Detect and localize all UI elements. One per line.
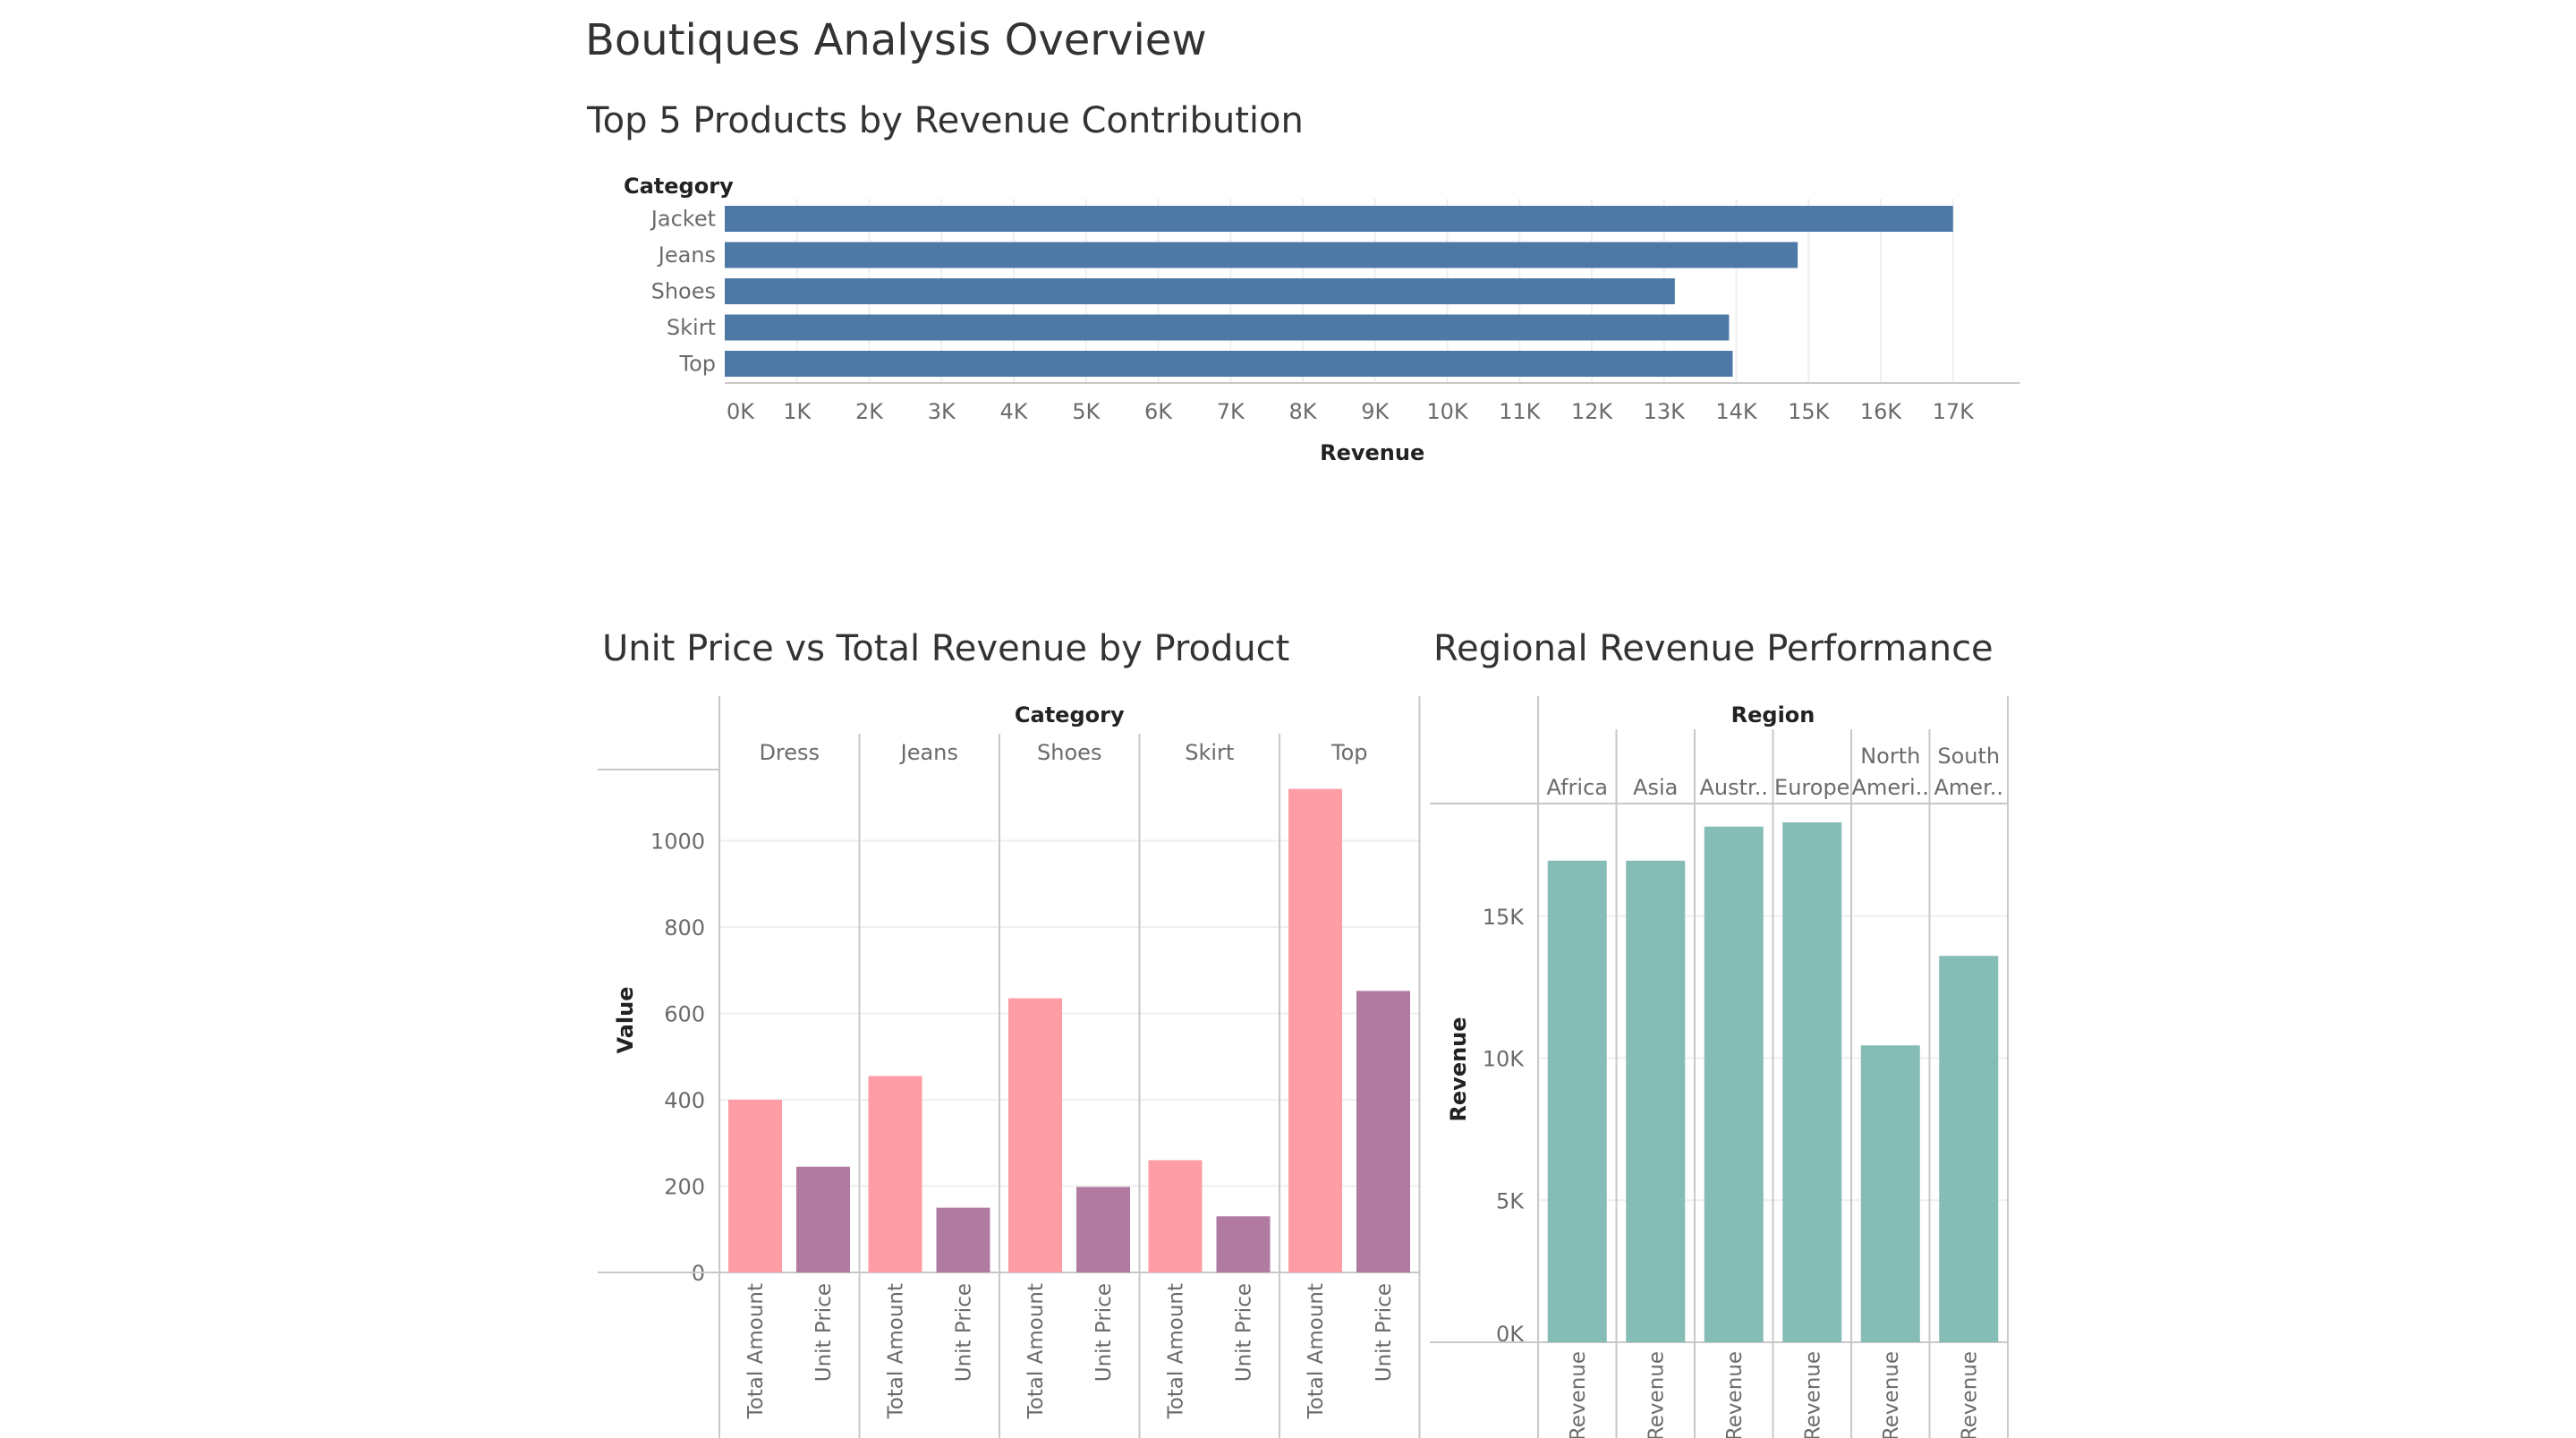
category-label-shoes: Shoes xyxy=(651,279,716,304)
category-label-jeans: Jeans xyxy=(657,243,716,268)
region-header-south-amer: Amer.. xyxy=(1934,775,2003,800)
region-header-south-amer: South xyxy=(1937,744,2000,769)
bar-shoes xyxy=(725,278,1675,304)
bar-jeans xyxy=(725,242,1798,268)
bar-africa xyxy=(1547,860,1607,1342)
x-tick-label: 1K xyxy=(783,399,812,424)
y-tick-label: 5K xyxy=(1496,1188,1525,1213)
x-tick-label: 14K xyxy=(1715,399,1758,424)
y-tick-label: 200 xyxy=(664,1175,705,1200)
y-tick-label: 1000 xyxy=(650,830,705,855)
x-tick-label: 13K xyxy=(1644,399,1687,424)
x-axis-title: Revenue xyxy=(1320,440,1424,465)
x-tick-label: 17K xyxy=(1933,399,1976,424)
bar-europe xyxy=(1782,821,1842,1342)
chart-title-unit-price: Unit Price vs Total Revenue by Product xyxy=(602,628,1289,669)
x-tick-label: 16K xyxy=(1860,399,1903,424)
measure-label-total-amount: Total Amount xyxy=(1024,1283,1048,1419)
x-tick-label: 9K xyxy=(1361,399,1390,424)
bar-austr xyxy=(1704,826,1764,1342)
region-header-europe: Europe xyxy=(1774,775,1849,800)
y-axis-title: Value xyxy=(613,986,638,1053)
measure-label-total-amount: Total Amount xyxy=(1165,1283,1188,1419)
x-tick-label: 0K xyxy=(727,399,755,424)
bar-shoes-total-amount xyxy=(1008,998,1062,1272)
measure-label-unit-price: Unit Price xyxy=(1092,1283,1116,1382)
x-tick-label: 12K xyxy=(1571,399,1614,424)
dashboard-title: Boutiques Analysis Overview xyxy=(585,15,1207,65)
category-header-jeans: Jeans xyxy=(899,740,958,765)
x-tick-label: 11K xyxy=(1499,399,1542,424)
measure-label-revenue: Revenue xyxy=(1958,1351,1981,1438)
region-header-africa: Africa xyxy=(1547,775,1608,800)
bar-top-unit-price xyxy=(1356,991,1410,1272)
category-label-jacket: Jacket xyxy=(650,207,716,232)
measure-label-unit-price: Unit Price xyxy=(1373,1283,1396,1382)
y-tick-label: 15K xyxy=(1483,905,1526,930)
column-header: Category xyxy=(1015,702,1125,728)
unit-price-vs-revenue-chart: Unit Price vs Total Revenue by Product 0… xyxy=(598,628,1421,1438)
bar-jeans-total-amount xyxy=(868,1076,922,1272)
bar-asia xyxy=(1626,860,1686,1342)
chart-title-regional: Regional Revenue Performance xyxy=(1433,628,1994,669)
x-tick-label: 8K xyxy=(1288,399,1317,424)
measure-label-unit-price: Unit Price xyxy=(1233,1283,1256,1382)
column-header: Region xyxy=(1731,702,1815,728)
bar-dress-unit-price xyxy=(796,1166,850,1272)
category-label-top: Top xyxy=(679,352,717,377)
bar-skirt xyxy=(725,314,1730,341)
bar-top xyxy=(725,351,1733,377)
bar-skirt-total-amount xyxy=(1148,1160,1203,1272)
chart-title-top-products: Top 5 Products by Revenue Contribution xyxy=(586,100,1304,141)
category-label-skirt: Skirt xyxy=(667,315,716,340)
row-header: Category xyxy=(624,174,734,199)
measure-label-revenue: Revenue xyxy=(1801,1351,1824,1438)
bar-shoes-unit-price xyxy=(1076,1187,1130,1272)
category-header-skirt: Skirt xyxy=(1185,740,1234,765)
bar-skirt-unit-price xyxy=(1216,1216,1271,1272)
x-tick-label: 10K xyxy=(1426,399,1469,424)
category-header-shoes: Shoes xyxy=(1037,740,1101,765)
x-tick-label: 3K xyxy=(928,399,956,424)
y-tick-label: 400 xyxy=(664,1088,705,1113)
y-axis-title: Revenue xyxy=(1446,1017,1471,1121)
measure-label-unit-price: Unit Price xyxy=(953,1283,976,1382)
bar-dress-total-amount xyxy=(728,1100,782,1272)
y-tick-label: 600 xyxy=(664,1002,705,1027)
region-header-north-ameri: North xyxy=(1860,744,1920,769)
x-tick-label: 2K xyxy=(855,399,884,424)
measure-label-total-amount: Total Amount xyxy=(1305,1283,1328,1419)
measure-label-revenue: Revenue xyxy=(1880,1351,1903,1438)
category-header-top: Top xyxy=(1331,740,1368,765)
region-header-north-ameri: Ameri.. xyxy=(1852,775,1929,800)
measure-label-revenue: Revenue xyxy=(1567,1351,1590,1438)
bar-top-total-amount xyxy=(1288,788,1342,1272)
measure-label-total-amount: Total Amount xyxy=(744,1283,768,1419)
bar-jeans-unit-price xyxy=(936,1207,990,1272)
region-header-asia: Asia xyxy=(1633,775,1678,800)
y-tick-label: 800 xyxy=(664,915,705,940)
bar-jacket xyxy=(725,206,1953,232)
measure-label-total-amount: Total Amount xyxy=(885,1283,908,1419)
measure-label-revenue: Revenue xyxy=(1723,1351,1747,1438)
y-tick-label: 10K xyxy=(1483,1047,1526,1072)
top-products-bar-chart: Top 5 Products by Revenue Contribution 0… xyxy=(586,100,2020,465)
measure-label-unit-price: Unit Price xyxy=(812,1283,836,1382)
x-tick-label: 5K xyxy=(1072,399,1101,424)
bar-north-ameri xyxy=(1860,1045,1920,1342)
x-tick-label: 7K xyxy=(1217,399,1245,424)
x-tick-label: 6K xyxy=(1144,399,1173,424)
x-tick-label: 4K xyxy=(999,399,1028,424)
measure-label-revenue: Revenue xyxy=(1645,1351,1668,1438)
region-header-austr: Austr.. xyxy=(1700,775,1768,800)
regional-revenue-chart: Regional Revenue Performance 0K5K10K15KR… xyxy=(1430,628,2009,1438)
x-tick-label: 15K xyxy=(1788,399,1831,424)
bar-south-amer xyxy=(1939,956,1999,1342)
category-header-dress: Dress xyxy=(759,740,820,765)
